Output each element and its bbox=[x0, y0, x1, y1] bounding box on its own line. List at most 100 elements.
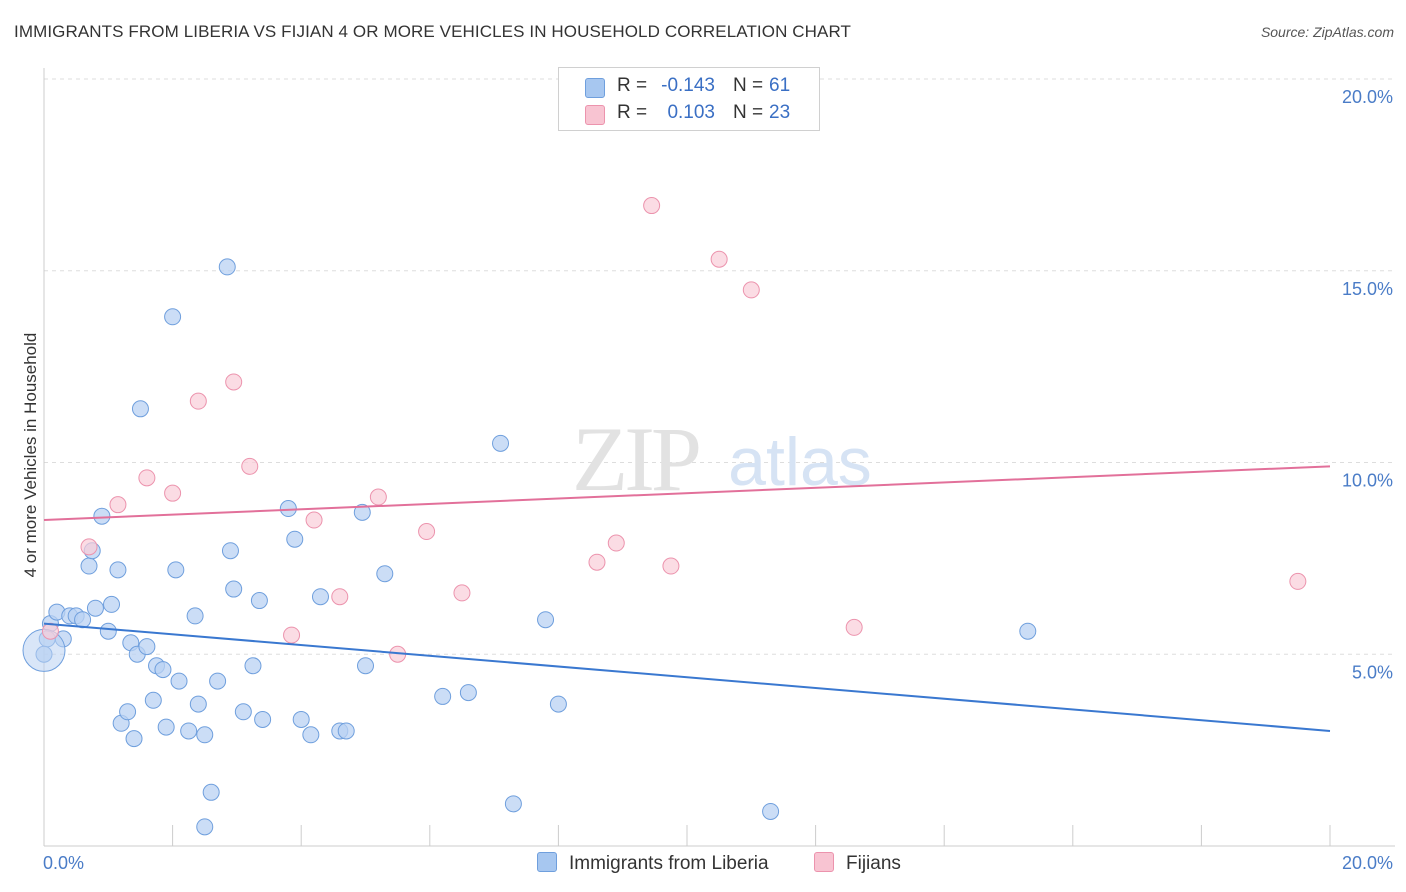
chart-title: IMMIGRANTS FROM LIBERIA VS FIJIAN 4 OR M… bbox=[14, 22, 852, 41]
point-liberia bbox=[196, 818, 214, 836]
tick-labels: 5.0% 10.0% 15.0% 20.0% 0.0% 20.0% bbox=[43, 87, 1393, 873]
point-fijians bbox=[418, 523, 436, 541]
point-liberia bbox=[170, 672, 188, 690]
legend-n-value: 61 bbox=[769, 75, 791, 96]
y-tick-label: 15.0% bbox=[1342, 279, 1393, 299]
point-liberia bbox=[189, 695, 207, 713]
point-liberia bbox=[302, 726, 320, 744]
point-fijians bbox=[1289, 572, 1307, 590]
trendline-liberia bbox=[43, 622, 1331, 732]
point-liberia bbox=[196, 726, 214, 744]
point-liberia bbox=[357, 657, 374, 675]
point-fijians bbox=[109, 496, 127, 514]
legend-n-label: N = bbox=[733, 102, 764, 123]
point-fijians bbox=[305, 511, 323, 529]
point-liberia bbox=[337, 722, 355, 740]
point-fijians bbox=[710, 250, 728, 268]
point-liberia bbox=[144, 691, 162, 709]
point-liberia bbox=[311, 588, 329, 606]
series-fijians-points bbox=[41, 197, 1307, 663]
axes bbox=[43, 68, 1395, 847]
point-liberia bbox=[202, 783, 220, 801]
source-label: Source: ZipAtlas.com bbox=[1260, 24, 1394, 40]
legend-n-value: 23 bbox=[769, 102, 791, 123]
series-liberia-points bbox=[22, 258, 1037, 836]
point-liberia bbox=[93, 507, 111, 525]
point-liberia bbox=[103, 595, 121, 613]
point-fijians bbox=[742, 281, 760, 299]
point-liberia bbox=[279, 500, 297, 518]
point-fijians bbox=[453, 584, 471, 602]
y-tick-label: 10.0% bbox=[1342, 471, 1393, 491]
point-liberia bbox=[164, 308, 182, 326]
point-fijians bbox=[241, 457, 259, 475]
point-liberia bbox=[131, 400, 149, 418]
point-liberia bbox=[154, 661, 172, 679]
point-liberia bbox=[125, 730, 143, 748]
point-liberia bbox=[434, 687, 452, 705]
x-tick-label-min: 0.0% bbox=[43, 853, 84, 873]
point-liberia bbox=[537, 611, 555, 629]
point-fijians bbox=[225, 373, 243, 391]
bottom-legend-swatch-liberia bbox=[537, 852, 557, 872]
point-fijians bbox=[41, 622, 59, 640]
watermark: ZIP atlas bbox=[572, 408, 872, 510]
bottom-legend: Immigrants from Liberia Fijians bbox=[0, 852, 1406, 878]
point-fijians bbox=[164, 484, 182, 502]
point-liberia bbox=[234, 703, 252, 721]
point-liberia bbox=[244, 657, 262, 675]
x-tick-label-max: 20.0% bbox=[1342, 853, 1393, 873]
point-liberia bbox=[1019, 622, 1037, 640]
point-liberia bbox=[492, 434, 510, 452]
trendline-fijians bbox=[43, 465, 1331, 522]
point-fijians bbox=[369, 488, 387, 506]
point-liberia bbox=[762, 802, 780, 820]
point-liberia bbox=[186, 607, 204, 625]
point-fijians bbox=[138, 469, 156, 487]
point-fijians bbox=[331, 588, 349, 606]
y-tick-label: 20.0% bbox=[1342, 87, 1393, 107]
point-liberia bbox=[504, 795, 522, 813]
legend-r-label: R = bbox=[617, 102, 648, 123]
point-liberia bbox=[353, 503, 371, 521]
bottom-legend-liberia-label: Immigrants from Liberia bbox=[569, 853, 769, 874]
point-fijians bbox=[588, 553, 606, 571]
legend-r-label: R = bbox=[617, 75, 648, 96]
legend-n-label: N = bbox=[733, 75, 764, 96]
point-liberia bbox=[80, 557, 98, 575]
legend-r-value: -0.143 bbox=[661, 75, 715, 96]
point-fijians bbox=[662, 557, 680, 575]
point-liberia bbox=[99, 622, 117, 640]
bottom-legend-fijians-label: Fijians bbox=[846, 853, 901, 874]
legend: R = -0.143 N = 61 R = 0.103 N = 23 bbox=[558, 67, 820, 131]
grid-lines bbox=[44, 78, 1395, 655]
point-liberia bbox=[254, 710, 272, 728]
point-fijians bbox=[845, 618, 863, 636]
point-fijians bbox=[80, 538, 98, 556]
point-liberia bbox=[157, 718, 175, 736]
point-liberia bbox=[225, 580, 243, 598]
point-liberia bbox=[292, 710, 310, 728]
bottom-legend-swatch-fijians bbox=[814, 852, 834, 872]
trend-lines bbox=[43, 465, 1331, 732]
bottom-legend-fijians: Fijians bbox=[814, 852, 901, 875]
point-liberia bbox=[209, 672, 227, 690]
point-liberia bbox=[86, 599, 104, 617]
legend-swatch-liberia bbox=[585, 78, 605, 98]
legend-swatch-fijians bbox=[585, 105, 605, 125]
point-liberia bbox=[218, 258, 236, 276]
point-fijians bbox=[283, 626, 301, 644]
point-liberia bbox=[459, 684, 477, 702]
point-liberia bbox=[549, 695, 567, 713]
y-axis-label: 4 or more Vehicles in Household bbox=[21, 333, 40, 578]
point-liberia bbox=[138, 638, 156, 656]
point-fijians bbox=[607, 534, 625, 552]
bottom-legend-liberia: Immigrants from Liberia bbox=[537, 852, 769, 875]
y-tick-label: 5.0% bbox=[1352, 662, 1393, 682]
point-liberia bbox=[221, 542, 239, 560]
point-liberia bbox=[167, 561, 185, 579]
legend-r-value: 0.103 bbox=[667, 102, 715, 123]
point-liberia bbox=[376, 565, 394, 583]
point-liberia bbox=[250, 592, 268, 610]
